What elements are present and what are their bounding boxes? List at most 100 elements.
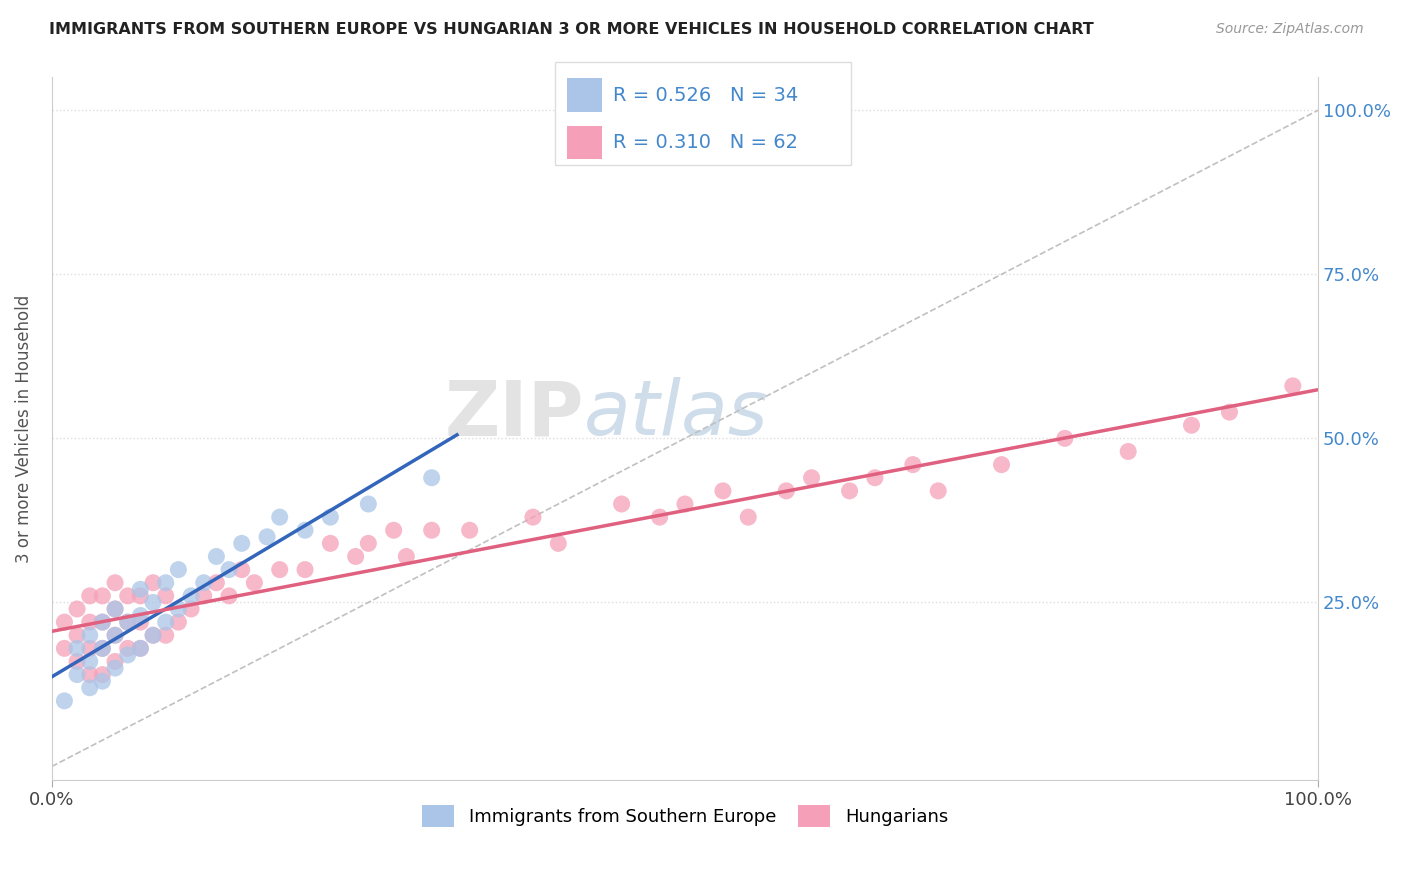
Point (319, 510, 342, 524)
Point (737, 510, 759, 524)
Point (269, 510, 291, 524)
Point (104, 628, 127, 642)
Point (256, 530, 278, 544)
Point (142, 628, 165, 642)
Point (357, 497, 380, 511)
Point (610, 497, 633, 511)
Point (129, 582, 152, 597)
Point (142, 575, 165, 590)
Point (711, 483, 734, 498)
Point (205, 575, 228, 590)
Point (155, 615, 177, 629)
Point (117, 648, 139, 662)
Legend: Immigrants from Southern Europe, Hungarians: Immigrants from Southern Europe, Hungari… (415, 797, 955, 834)
Point (269, 563, 291, 577)
Point (66, 602, 89, 616)
Point (863, 471, 886, 485)
Point (231, 563, 253, 577)
Point (117, 641, 139, 656)
Point (648, 510, 671, 524)
Text: R = 0.310   N = 62: R = 0.310 N = 62 (613, 133, 799, 152)
Point (91, 641, 114, 656)
Point (104, 628, 127, 642)
Point (104, 602, 127, 616)
Point (1281, 379, 1303, 393)
Point (901, 458, 924, 472)
Point (420, 523, 443, 537)
Point (155, 575, 177, 590)
Point (129, 589, 152, 603)
Point (79, 589, 101, 603)
Point (91, 641, 114, 656)
Point (193, 589, 215, 603)
Point (673, 497, 696, 511)
Point (66, 628, 89, 642)
Point (927, 483, 949, 498)
Point (66, 641, 89, 656)
Point (91, 674, 114, 689)
Point (79, 681, 101, 695)
Text: IMMIGRANTS FROM SOUTHERN EUROPE VS HUNGARIAN 3 OR MORE VEHICLES IN HOUSEHOLD COR: IMMIGRANTS FROM SOUTHERN EUROPE VS HUNGA… (49, 22, 1094, 37)
Point (775, 483, 797, 498)
Point (1053, 431, 1076, 445)
Point (357, 536, 380, 550)
Point (294, 563, 316, 577)
Point (104, 575, 127, 590)
Point (294, 523, 316, 537)
Point (420, 471, 443, 485)
Point (104, 602, 127, 616)
Point (1116, 444, 1139, 458)
Point (990, 458, 1012, 472)
Point (800, 471, 823, 485)
Point (155, 628, 177, 642)
Text: Source: ZipAtlas.com: Source: ZipAtlas.com (1216, 22, 1364, 37)
Y-axis label: 3 or more Vehicles in Household: 3 or more Vehicles in Household (15, 294, 32, 563)
Point (218, 563, 240, 577)
Point (79, 641, 101, 656)
Point (1180, 418, 1202, 433)
Point (79, 615, 101, 629)
Point (129, 641, 152, 656)
Point (117, 589, 139, 603)
Point (104, 661, 127, 675)
Point (319, 536, 342, 550)
Point (129, 641, 152, 656)
Point (79, 655, 101, 669)
Point (243, 575, 266, 590)
Point (117, 615, 139, 629)
Point (129, 615, 152, 629)
Point (91, 589, 114, 603)
Point (53, 615, 76, 629)
Point (104, 655, 127, 669)
Point (205, 549, 228, 564)
Point (66, 655, 89, 669)
Point (458, 523, 481, 537)
Text: R = 0.526   N = 34: R = 0.526 N = 34 (613, 86, 799, 104)
Point (142, 628, 165, 642)
Point (53, 641, 76, 656)
Point (91, 615, 114, 629)
Point (522, 510, 544, 524)
Point (1218, 405, 1240, 419)
Point (231, 536, 253, 550)
Point (66, 667, 89, 681)
Point (167, 615, 190, 629)
Point (91, 667, 114, 681)
Point (193, 575, 215, 590)
Point (91, 615, 114, 629)
Point (382, 523, 405, 537)
Point (155, 589, 177, 603)
Text: ZIP: ZIP (444, 377, 583, 451)
Point (53, 694, 76, 708)
Point (117, 615, 139, 629)
Point (218, 589, 240, 603)
Point (838, 483, 860, 498)
Point (79, 628, 101, 642)
Point (167, 563, 190, 577)
Point (547, 536, 569, 550)
Text: atlas: atlas (583, 377, 768, 451)
Point (180, 602, 202, 616)
Point (129, 608, 152, 623)
Point (79, 667, 101, 681)
Point (142, 595, 165, 609)
